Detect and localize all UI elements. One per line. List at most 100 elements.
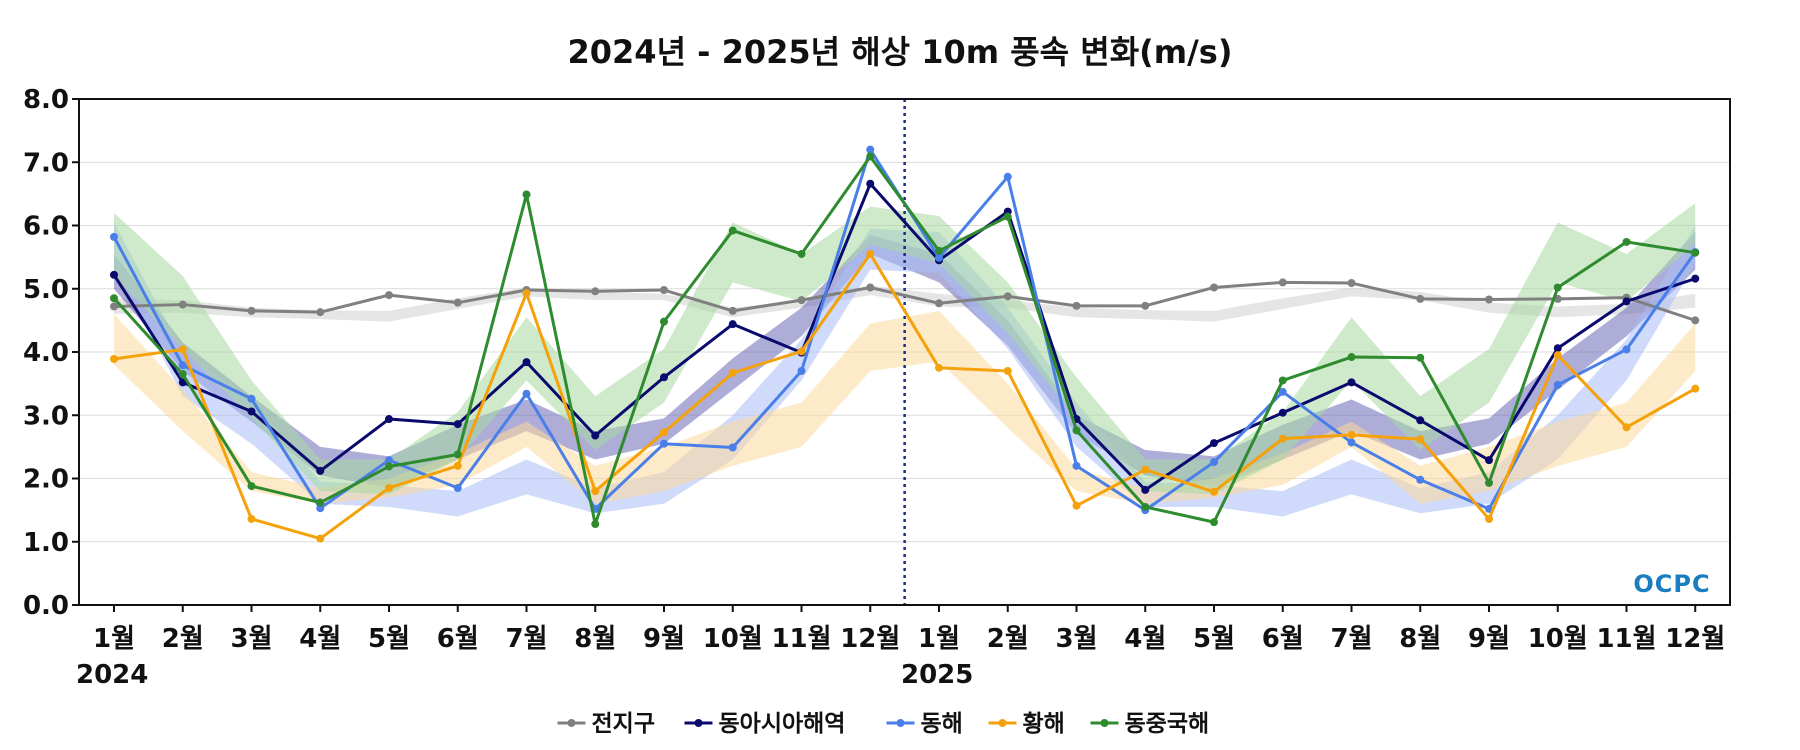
data-point — [660, 428, 668, 437]
ocpc-logo: OCPC — [1633, 570, 1710, 598]
series-group — [110, 152, 1700, 529]
data-point — [178, 378, 187, 387]
legend-label: 동아시아해역 — [719, 711, 846, 737]
series-lines — [110, 145, 1700, 543]
y-tick-label: 6.0 — [23, 212, 69, 242]
data-point — [591, 520, 600, 529]
data-point — [247, 482, 256, 491]
data-point — [316, 534, 325, 543]
year-label: 2025 — [901, 660, 973, 690]
data-point — [522, 358, 531, 367]
data-point — [1210, 283, 1218, 292]
data-point — [935, 363, 943, 372]
data-point — [1485, 456, 1493, 465]
data-point — [1553, 351, 1562, 360]
data-point — [1210, 487, 1218, 496]
legend: 전지구 동아시아해역 동해 황해 동중국해 — [557, 711, 1210, 737]
legend-label: 전지구 — [592, 711, 655, 737]
data-point — [1072, 461, 1081, 470]
ocpc-logo-text: OCPC — [1633, 570, 1710, 598]
data-point — [453, 420, 462, 429]
data-point — [1416, 294, 1425, 303]
data-point — [385, 291, 393, 300]
data-point — [178, 361, 187, 370]
data-point — [797, 296, 806, 305]
legend-label: 동중국해 — [1125, 711, 1210, 737]
data-point — [316, 504, 325, 513]
data-point — [1278, 278, 1287, 287]
data-point — [1416, 353, 1425, 362]
data-point — [453, 450, 462, 459]
year-label: 2024 — [76, 660, 148, 690]
data-point — [247, 514, 256, 523]
data-point — [385, 415, 393, 424]
data-point — [591, 287, 600, 296]
data-point — [1141, 465, 1150, 474]
x-axis-ticks: 1월 2월 3월 4월 5월 6월 7월 8월 9월 10월 11월 12월 1월 2월 3월 4월 5월 6월 7… — [93, 605, 1725, 654]
x-tick-label: 12월 — [840, 624, 900, 654]
x-tick-label: 1월 — [93, 624, 135, 654]
data-point — [1003, 172, 1012, 181]
data-point — [1691, 316, 1700, 325]
series-line — [113, 252, 1696, 541]
x-tick-label: 6월 — [1262, 624, 1304, 654]
x-tick-label: 5월 — [1193, 624, 1235, 654]
data-point — [728, 443, 737, 452]
x-tick-label: 1월 — [918, 624, 960, 654]
data-point — [1141, 301, 1150, 310]
data-point — [1072, 301, 1081, 310]
data-point — [866, 249, 875, 258]
year-labels: 2024 2025 — [76, 660, 973, 690]
data-point — [1347, 353, 1356, 362]
data-point — [660, 373, 668, 382]
data-point — [797, 249, 806, 258]
y-tick-label: 1.0 — [23, 528, 69, 558]
data-point — [1141, 485, 1150, 494]
x-tick-label: 3월 — [230, 624, 272, 654]
data-point — [453, 461, 462, 470]
legend-swatch-marker — [694, 719, 703, 727]
data-point — [1622, 237, 1631, 246]
x-tick-label: 12월 — [1665, 624, 1725, 654]
data-point — [1003, 366, 1012, 375]
legend-item: 동해 — [886, 711, 963, 737]
data-point — [247, 407, 256, 416]
data-point — [660, 286, 668, 295]
data-point — [1622, 345, 1631, 354]
data-point — [1416, 416, 1425, 425]
y-tick-label: 5.0 — [23, 275, 69, 305]
y-tick-label: 4.0 — [23, 338, 69, 368]
x-tick-label: 11월 — [771, 624, 831, 654]
data-point — [728, 226, 737, 235]
data-point — [110, 302, 118, 311]
data-point — [1416, 475, 1425, 484]
data-point — [1347, 430, 1356, 439]
data-point — [110, 270, 118, 279]
data-point — [1072, 426, 1081, 435]
data-point — [316, 466, 325, 475]
data-point — [728, 306, 737, 315]
y-tick-label: 3.0 — [23, 401, 69, 431]
x-tick-label: 4월 — [1124, 624, 1166, 654]
data-point — [453, 298, 462, 307]
data-point — [1278, 387, 1287, 396]
x-tick-label: 8월 — [1399, 624, 1441, 654]
legend-swatch-marker — [896, 719, 905, 727]
data-point — [935, 246, 943, 255]
x-tick-label: 2월 — [987, 624, 1029, 654]
chart-title: 2024년 - 2025년 해상 10m 풍속 변화(m/s) — [568, 33, 1233, 71]
x-tick-label: 9월 — [1468, 624, 1510, 654]
data-point — [1141, 502, 1150, 511]
data-point — [935, 253, 943, 262]
series-line — [112, 182, 1696, 492]
data-point — [1416, 435, 1425, 444]
data-point — [1210, 439, 1218, 448]
x-tick-label: 11월 — [1596, 624, 1656, 654]
data-point — [110, 294, 118, 303]
data-point — [247, 306, 256, 315]
data-point — [110, 232, 118, 241]
data-point — [1553, 344, 1562, 353]
data-point — [1553, 283, 1562, 292]
x-tick-label: 10월 — [1528, 624, 1588, 654]
